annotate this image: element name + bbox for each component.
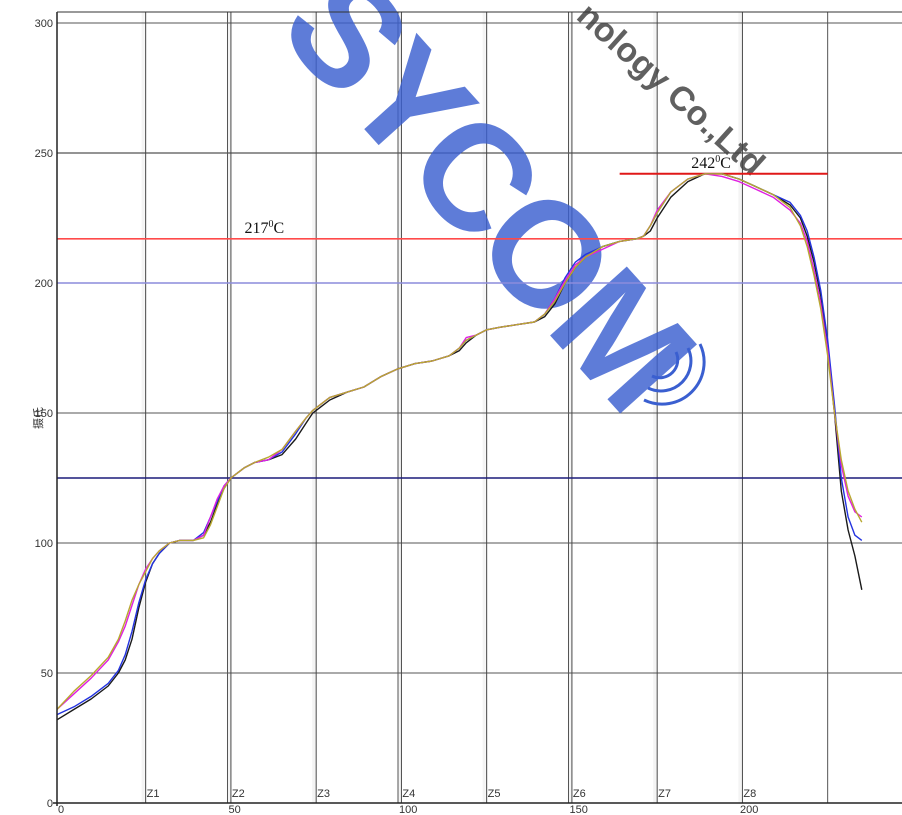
y-tick-label-250: 250 [35,148,53,160]
series-lines [56,173,863,721]
zone-label-z5: Z5 [488,788,501,800]
x-tick-label-150: 150 [570,804,588,815]
y-tick-label-200: 200 [35,278,53,290]
zone-band-8 [738,12,742,803]
zone-label-z8: Z8 [743,788,756,800]
x-tick-label-100: 100 [399,804,417,815]
zone-label-z2: Z2 [232,788,245,800]
annotations: 2170C 2420C [245,154,731,237]
y-tick-label-150: 150 [35,408,53,420]
zone-band-5 [482,12,486,803]
y-tick-label-50: 50 [41,668,53,680]
watermark-signal-icon [643,343,706,406]
zone-band-7 [653,12,657,803]
series-line-4 [56,173,863,710]
annotation-242: 2420C [691,154,731,172]
zone-label-z4: Z4 [402,788,415,800]
y-tick-label-0: 0 [47,798,53,810]
axis: 0 50 100 150 200 250 300 0 50 100 150 200 摄氏 Z1 Z2 Z3 Z4… [31,11,902,815]
zone-label-z1: Z1 [147,788,160,800]
zone-band-2 [226,12,230,803]
grid [57,12,902,804]
zone-band-1 [141,12,145,803]
watermark-tail: nology Co.,Ltd [570,0,772,183]
zone-label-z6: Z6 [573,788,586,800]
x-tick-label-200: 200 [740,804,758,815]
zone-band-6 [567,12,571,803]
y-tick-label-100: 100 [35,538,53,550]
annotation-217: 2170C [245,219,285,237]
zone-bands [141,12,742,803]
zone-label-z7: Z7 [658,788,671,800]
reference-lines [57,172,902,479]
zone-band-3 [312,12,316,803]
x-tick-label-50: 50 [229,804,241,815]
watermark: SYCOM nology Co.,Ltd [251,0,772,438]
zone-label-z3: Z3 [317,788,330,800]
y-tick-label-300: 300 [35,18,53,30]
y-axis-label: 摄氏 [31,407,45,429]
zone-band-4 [397,12,401,803]
x-tick-label-0: 0 [58,804,64,815]
